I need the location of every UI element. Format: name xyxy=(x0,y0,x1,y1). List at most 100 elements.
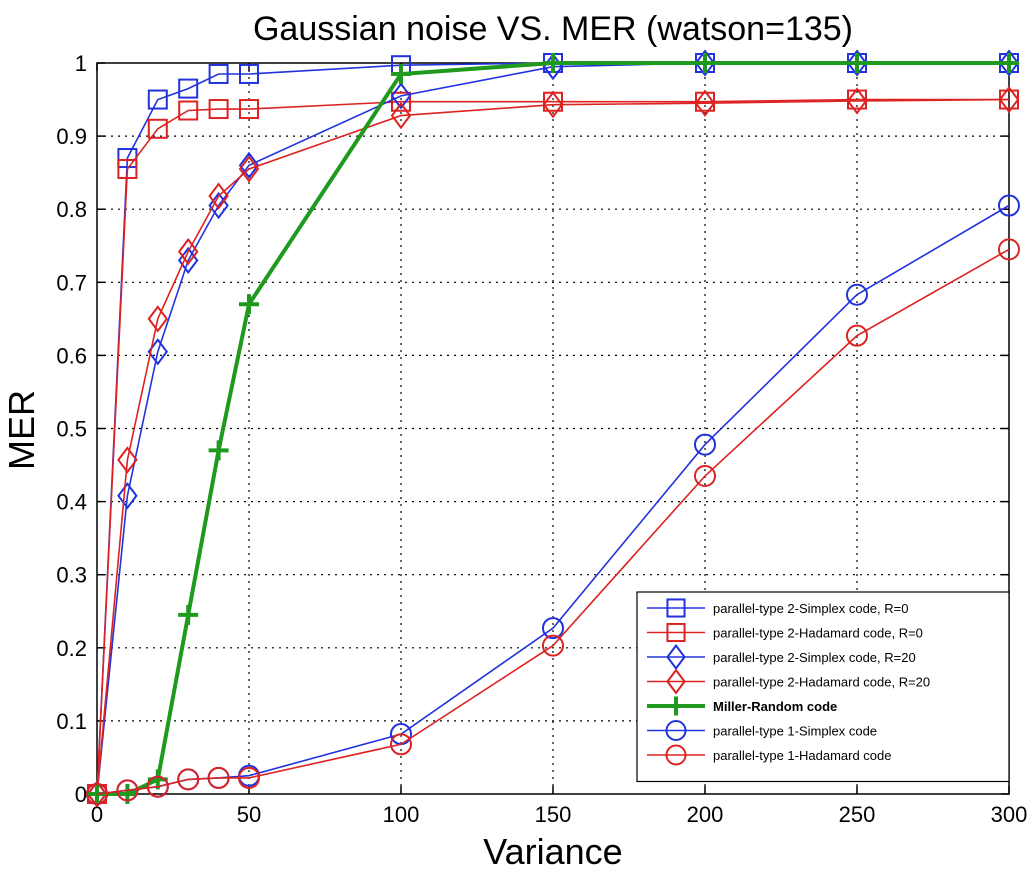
y-tick-label: 0.1 xyxy=(56,709,87,734)
legend-item: parallel-type 2-Simplex code, R=0 xyxy=(647,598,908,618)
data-point xyxy=(208,440,229,461)
legend-marker xyxy=(666,622,686,643)
data-point xyxy=(390,82,412,110)
data-point xyxy=(542,91,564,119)
data-point xyxy=(117,158,138,179)
legend-item: parallel-type 2-Simplex code, R=20 xyxy=(647,643,916,671)
y-tick-label: 0.5 xyxy=(56,417,87,442)
data-point xyxy=(238,151,260,180)
data-point xyxy=(116,779,139,802)
data-point xyxy=(208,63,229,84)
x-axis-label: Variance xyxy=(483,831,622,870)
legend-item: parallel-type 2-Hadamard code, R=0 xyxy=(647,622,923,643)
data-point xyxy=(694,465,716,488)
y-tick-label: 0.8 xyxy=(56,197,87,222)
y-tick-label: 0.9 xyxy=(56,124,87,149)
data-point xyxy=(542,617,564,640)
y-tick-label: 0.4 xyxy=(56,490,87,515)
legend: parallel-type 2-Simplex code, R=0 paralle… xyxy=(636,591,1010,783)
chart-title: Gaussian noise VS. MER (watson=135) xyxy=(253,10,853,48)
data-point xyxy=(694,49,716,77)
data-point xyxy=(239,63,259,84)
data-point xyxy=(178,604,199,625)
legend-label: parallel-type 2-Simplex code, R=20 xyxy=(713,650,916,665)
data-point xyxy=(86,783,108,805)
y-tick-label: 1 xyxy=(75,51,87,76)
data-point xyxy=(146,775,169,798)
data-point xyxy=(208,99,229,120)
data-point xyxy=(208,182,229,210)
data-point xyxy=(178,78,199,99)
data-point xyxy=(147,118,168,139)
x-tick-label: 100 xyxy=(383,802,420,827)
x-tick-label: 200 xyxy=(687,802,724,827)
data-point xyxy=(846,324,868,347)
data-point xyxy=(694,89,716,117)
legend-box xyxy=(636,591,1010,783)
legend-marker xyxy=(666,696,686,716)
data-point xyxy=(998,194,1020,217)
data-point xyxy=(86,780,108,808)
data-point xyxy=(391,91,411,112)
data-point xyxy=(147,89,168,110)
data-point xyxy=(846,283,868,306)
data-point xyxy=(178,100,199,121)
data-point xyxy=(177,768,200,791)
data-point xyxy=(238,766,260,789)
x-tick-label: 150 xyxy=(535,802,572,827)
data-point xyxy=(238,155,260,183)
y-tick-label: 0.6 xyxy=(56,343,87,368)
legend-marker xyxy=(666,643,686,671)
data-point xyxy=(117,446,138,474)
data-point xyxy=(207,766,230,789)
data-point xyxy=(239,99,259,120)
data-point xyxy=(847,53,867,73)
series-3 xyxy=(86,85,1020,808)
series-6 xyxy=(86,238,1020,805)
legend-label: parallel-type 2-Hadamard code, R=0 xyxy=(713,626,923,641)
data-point xyxy=(846,87,868,115)
data-point xyxy=(177,237,199,266)
y-tick-label: 0 xyxy=(75,782,87,807)
legend-item: Miller-Random code xyxy=(647,696,837,716)
legend-marker xyxy=(665,720,687,741)
y-axis-label: MER xyxy=(1,390,42,470)
data-point xyxy=(147,305,169,333)
y-tick-label: 0.3 xyxy=(56,563,87,588)
legend-marker xyxy=(665,744,687,766)
data-point xyxy=(695,53,715,73)
data-point xyxy=(117,482,138,510)
data-point xyxy=(542,634,564,657)
x-tick-label: 300 xyxy=(991,802,1028,827)
series-line xyxy=(96,98,1009,795)
legend-label: parallel-type 2-Simplex code, R=0 xyxy=(713,601,908,616)
data-point xyxy=(543,53,563,73)
x-tick-label: 0 xyxy=(91,802,103,827)
data-point xyxy=(390,101,412,130)
data-point xyxy=(390,733,412,756)
data-point xyxy=(998,85,1020,114)
legend-label: parallel-type 1-Hadamard code xyxy=(713,748,891,763)
series-line xyxy=(96,98,1010,795)
y-tick-label: 0.7 xyxy=(56,270,87,295)
data-point xyxy=(239,294,259,315)
legend-marker xyxy=(666,598,686,618)
legend-label: Miller-Random code xyxy=(713,699,837,714)
data-point xyxy=(391,63,411,84)
x-tick-label: 50 xyxy=(237,802,261,827)
legend-label: parallel-type 2-Hadamard code, R=20 xyxy=(713,675,930,690)
legend-marker xyxy=(666,668,686,695)
x-tick-label: 250 xyxy=(839,802,876,827)
y-tick-label: 0.2 xyxy=(56,636,87,661)
series-layer xyxy=(86,49,1020,808)
data-point xyxy=(694,433,716,456)
data-point xyxy=(998,49,1020,77)
data-point xyxy=(998,238,1020,261)
data-point xyxy=(999,53,1019,73)
legend-label: parallel-type 1-Simplex code xyxy=(713,724,877,739)
legend-item: parallel-type 1-Simplex code xyxy=(647,720,877,741)
data-point xyxy=(846,49,868,77)
legend-item: parallel-type 2-Hadamard code, R=20 xyxy=(647,668,930,695)
legend-item: parallel-type 1-Hadamard code xyxy=(647,744,891,766)
